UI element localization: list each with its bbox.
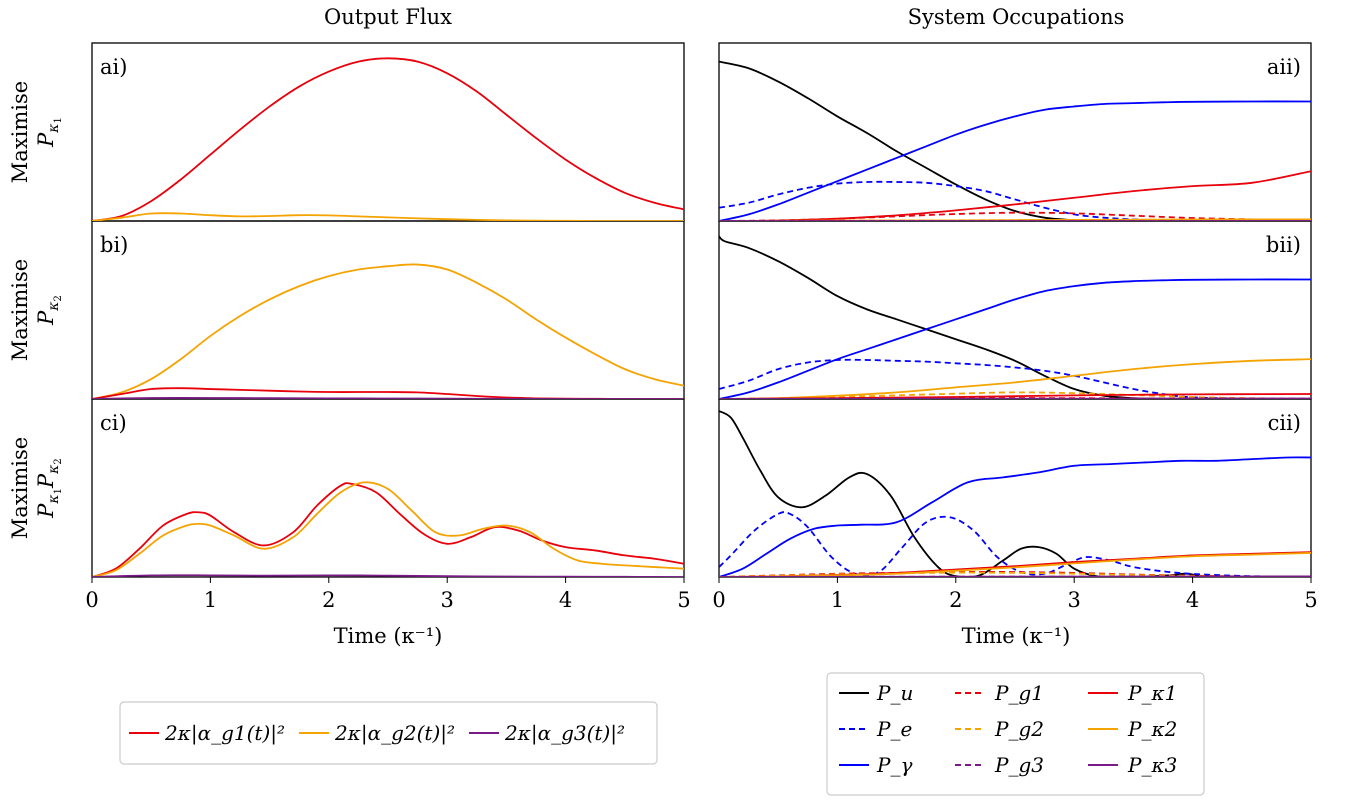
x-axis-label-right: Time (κ⁻¹) [962,624,1071,648]
series-line [719,575,1311,577]
column-title-output-flux: Output Flux [324,5,452,29]
panel-bi-frame [91,220,685,400]
x-tick-label: 4 [1186,588,1199,612]
legend-system-occupations: P_u P_e P_γ P_g1 P_g2 P_g3 P_κ1 P_κ2 [826,672,1205,796]
x-tick-label: 2 [949,588,962,612]
row-label-a-line1: Maximise [8,81,32,183]
panel-tag-bi: bi) [100,233,128,257]
panel-ai-frame [91,42,685,222]
series-line [719,100,1311,221]
row-label-c-line2: Pκ1Pκ2 [34,458,64,518]
legend-label: P_g2 [994,717,1044,741]
series-line [92,397,684,399]
x-tick-label: 0 [85,588,98,612]
legend-label: P_γ [876,753,912,777]
legend-label: 2κ|α_g1(t)|² [164,721,285,746]
panel-series-group [719,60,1311,221]
series-line [719,60,1311,221]
legend-label: 2κ|α_g2(t)|² [334,721,455,746]
series-line [92,481,684,577]
series-line [719,180,1311,221]
panel-tag-ai: ai) [100,55,127,79]
panel-tag-cii: cii) [1268,411,1301,435]
panel-bii-frame [718,220,1312,400]
x-tick-label: 3 [441,588,454,612]
series-line [719,511,1311,577]
panel-series-group [92,481,684,577]
panel-series-group [92,263,684,399]
series-line [92,263,684,399]
legend-entry-alpha-g3: 2κ|α_g3(t)|² [469,721,625,746]
row-label-b: Maximise Pκ2 [8,259,64,361]
legend-entry-p-u: P_u [839,681,913,705]
legend-label: P_κ2 [1127,717,1177,741]
legend-label: P_g1 [994,681,1044,705]
series-line [719,358,1311,399]
panel-series-group [719,410,1311,577]
x-tick-label: 0 [712,588,725,612]
series-line [92,482,684,577]
series-line [719,278,1311,399]
legend-label: P_e [876,717,912,741]
legend-label: P_g3 [994,753,1044,777]
legend-label: 2κ|α_g3(t)|² [504,721,625,746]
legend-box [119,701,658,765]
legend-entry-p-k3: P_κ3 [1088,753,1177,777]
series-line [719,456,1311,577]
row-label-c-line1: Maximise [8,437,32,539]
series-line [92,57,684,221]
series-line [719,235,1311,399]
legend-label: P_u [876,681,913,705]
x-tick-label: 4 [559,588,572,612]
x-tick-label: 5 [1304,588,1317,612]
x-tick-label: 1 [831,588,844,612]
x-tick-label: 5 [677,588,690,612]
panel-aii-frame [718,42,1312,222]
legend-entry-p-k1: P_κ1 [1088,681,1177,705]
series-line [719,410,1311,577]
legend-entry-alpha-g2: 2κ|α_g2(t)|² [299,721,455,746]
panel-series-group [92,57,684,221]
x-tick-label: 1 [204,588,217,612]
legend-entry-p-gamma: P_γ [839,753,912,777]
legend-label: P_κ1 [1127,681,1177,705]
legend-entry-p-g1: P_g1 [955,681,1044,705]
row-label-c: Maximise Pκ1Pκ2 [8,437,64,539]
x-axis-right: 0 1 2 3 4 5 Time (κ⁻¹) [712,577,1318,648]
legend-entry-p-g2: P_g2 [955,717,1044,741]
row-label-a: Maximise Pκ1 [8,81,64,183]
row-label-a-line2: Pκ1 [34,117,64,148]
panel-tag-bii: bii) [1266,233,1301,257]
panel-cii-frame [718,398,1312,578]
series-line [719,397,1311,399]
x-axis-label-left: Time (κ⁻¹) [334,624,443,648]
column-title-system-occupations: System Occupations [908,5,1125,29]
row-label-b-line1: Maximise [8,259,32,361]
series-line [719,170,1311,221]
series-line [719,358,1311,399]
legend-label: P_κ3 [1127,753,1177,777]
panel-tag-ci: ci) [100,411,127,435]
legend-entry-p-g3: P_g3 [955,753,1044,777]
row-label-b-line2: Pκ2 [34,295,64,326]
panel-tag-aii: aii) [1267,55,1301,79]
series-line [92,574,684,577]
plot-layer [92,57,1311,577]
legend-entry-alpha-g1: 2κ|α_g1(t)|² [129,721,285,746]
legend-entry-p-e: P_e [839,717,912,741]
series-line [719,552,1311,577]
series-line [92,212,684,221]
legend-entry-p-k2: P_κ2 [1088,717,1177,741]
panel-series-group [719,235,1311,399]
x-tick-label: 3 [1068,588,1081,612]
x-tick-label: 2 [322,588,335,612]
legend-output-flux: 2κ|α_g1(t)|² 2κ|α_g2(t)|² 2κ|α_g3(t)|² [119,701,658,765]
x-axis-left: 0 1 2 3 4 5 Time (κ⁻¹) [85,577,691,648]
